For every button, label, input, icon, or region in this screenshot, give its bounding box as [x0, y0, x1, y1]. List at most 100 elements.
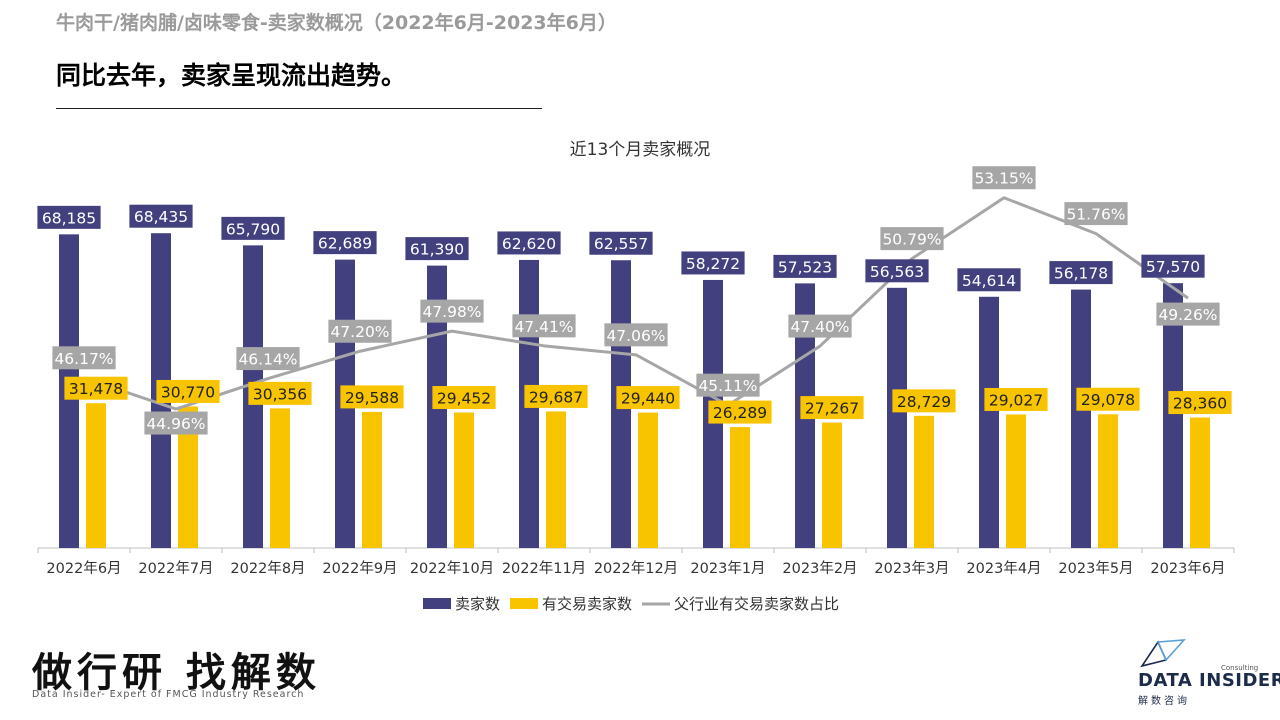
line-data-label-bg: [696, 373, 760, 397]
bar-seller-data-label-bg: [957, 268, 1021, 292]
bar-seller-count: [1071, 289, 1091, 548]
bar-seller-data-label-bg: [221, 216, 285, 240]
x-tick-label: 2023年1月: [690, 560, 765, 577]
logo-wordmark: DATA INSIDER: [1138, 670, 1280, 691]
bar-active-seller-count: [86, 403, 106, 548]
line-data-label: 53.15%: [974, 170, 1033, 188]
bar-active-seller-count: [638, 412, 658, 548]
bar-seller-data-label: 57,570: [1146, 258, 1200, 276]
bar-seller-data-label: 65,790: [226, 220, 280, 238]
legend-label-seller: 卖家数: [455, 595, 500, 613]
x-tick-label: 2023年2月: [782, 560, 857, 577]
bar-seller-data-label: 62,557: [594, 235, 648, 253]
bar-active-seller-count: [1098, 414, 1118, 548]
bar-seller-data-label: 62,689: [318, 235, 372, 253]
bar-active-seller-count: [1006, 414, 1026, 548]
bar-active-seller-count: [546, 411, 566, 548]
line-data-label-bg: [1064, 202, 1128, 226]
bar-seller-data-label-bg: [405, 237, 469, 261]
bar-active-data-label: 31,478: [69, 380, 123, 398]
footer-slogan-sub: Data Insider- Expert of FMCG Industry Re…: [32, 689, 305, 700]
line-data-label: 47.06%: [606, 327, 665, 345]
bar-active-data-label: 29,078: [1081, 391, 1135, 409]
page-super-title: 牛肉干/猪肉脯/卤味零食-卖家数概况（2022年6月-2023年6月）: [56, 12, 617, 34]
x-tick-label: 2022年6月: [46, 560, 121, 577]
bar-active-data-label: 27,267: [805, 400, 859, 418]
bar-seller-data-label-bg: [1049, 261, 1113, 285]
bar-active-data-label: 30,356: [253, 385, 307, 403]
bar-active-data-label: 28,729: [897, 393, 951, 411]
bar-seller-data-label-bg: [1141, 254, 1205, 278]
line-data-label: 47.20%: [330, 323, 389, 341]
bar-seller-data-label: 68,185: [42, 209, 96, 227]
line-data-label: 45.11%: [698, 377, 757, 395]
bar-seller-data-label: 62,620: [502, 235, 556, 253]
line-data-label: 49.26%: [1158, 306, 1217, 324]
bar-active-seller-count: [1190, 417, 1210, 548]
bar-seller-data-label-bg: [681, 251, 745, 275]
bar-seller-data-label-bg: [865, 259, 929, 283]
line-parent-share: [83, 196, 1189, 411]
line-data-label: 44.96%: [146, 415, 205, 433]
bar-seller-data-label-bg: [589, 231, 653, 255]
bar-seller-data-label-bg: [773, 254, 837, 278]
x-tick-label: 2022年10月: [410, 560, 494, 577]
bar-active-data-label-bg: [1076, 387, 1140, 411]
legend-swatch-seller: [423, 598, 451, 609]
bar-seller-data-label: 61,390: [410, 241, 464, 259]
bar-active-data-label: 29,027: [989, 391, 1043, 409]
bar-active-data-label-bg: [708, 400, 772, 424]
bar-seller-data-label-bg: [37, 205, 101, 229]
line-data-label: 46.14%: [238, 351, 297, 369]
line-data-label-bg: [880, 227, 944, 251]
bar-seller-data-label-bg: [313, 231, 377, 255]
bar-active-seller-count: [914, 415, 934, 548]
line-data-label-bg: [236, 347, 300, 371]
bar-active-data-label-bg: [64, 376, 128, 400]
bar-active-data-label-bg: [432, 386, 496, 410]
line-data-label-bg: [604, 323, 668, 347]
bar-active-data-label: 30,770: [161, 383, 215, 401]
line-data-label: 46.17%: [54, 350, 113, 368]
bar-active-data-label-bg: [800, 396, 864, 420]
bar-seller-data-label-bg: [497, 231, 561, 255]
line-data-label-bg: [144, 411, 208, 435]
line-data-label-bg: [512, 314, 576, 338]
line-data-label-bg: [420, 299, 484, 323]
x-tick-label: 2023年6月: [1150, 560, 1225, 577]
bar-active-data-label: 26,289: [713, 404, 767, 422]
bar-active-data-label: 29,440: [621, 390, 675, 408]
bar-active-data-label-bg: [892, 389, 956, 413]
bar-active-data-label: 28,360: [1173, 395, 1227, 413]
bar-seller-data-label-bg: [129, 204, 193, 228]
x-tick-label: 2022年8月: [230, 560, 305, 577]
line-data-label: 47.98%: [422, 303, 481, 321]
headline-underline: [56, 108, 542, 109]
legend-label-share: 父行业有交易卖家数占比: [674, 595, 839, 613]
bar-active-data-label-bg: [1168, 391, 1232, 415]
logo-consulting-tag: Consulting: [1221, 664, 1259, 672]
bar-active-data-label-bg: [616, 386, 680, 410]
footer-slogan: 做行研 找解数: [32, 649, 321, 696]
bar-active-data-label: 29,452: [437, 390, 491, 408]
logo-chinese-name: 解数咨询: [1138, 696, 1190, 707]
bar-active-data-label-bg: [156, 379, 220, 403]
bar-seller-data-label: 56,563: [870, 263, 924, 281]
x-tick-label: 2022年11月: [502, 560, 586, 577]
chart-title: 近13个月卖家概况: [570, 140, 711, 160]
data-insider-logo-icon: [1140, 639, 1186, 668]
line-data-label-bg: [52, 346, 116, 370]
bar-active-seller-count: [822, 422, 842, 548]
line-data-label-bg: [1156, 302, 1220, 326]
page-headline: 同比去年，卖家呈现流出趋势。: [56, 61, 407, 90]
bar-seller-data-label: 54,614: [962, 272, 1016, 290]
x-tick-label: 2023年5月: [1058, 560, 1133, 577]
line-data-label: 50.79%: [882, 231, 941, 249]
line-data-label-bg: [328, 319, 392, 343]
line-data-label: 47.40%: [790, 318, 849, 336]
bar-active-seller-count: [362, 411, 382, 548]
line-data-label: 47.41%: [514, 318, 573, 336]
bar-active-data-label-bg: [984, 387, 1048, 411]
x-tick-label: 2023年3月: [874, 560, 949, 577]
